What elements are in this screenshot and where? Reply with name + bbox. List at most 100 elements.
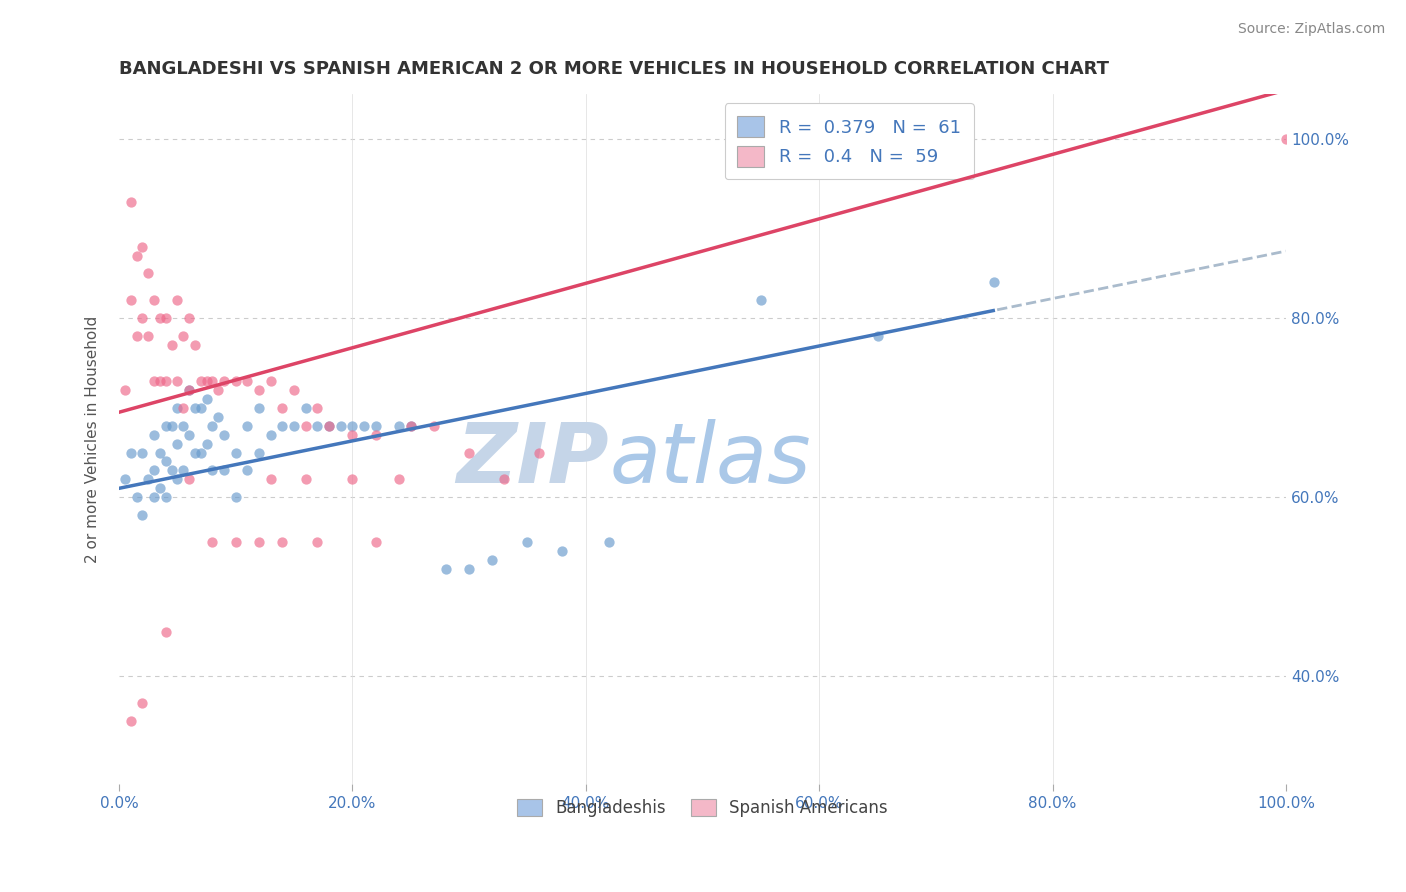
- Point: [307, 418, 329, 433]
- Point: [166, 436, 188, 450]
- Point: [177, 472, 200, 486]
- Point: [225, 490, 247, 504]
- Point: [190, 374, 212, 388]
- Point: [143, 293, 166, 308]
- Text: atlas: atlas: [609, 419, 811, 500]
- Point: [212, 427, 235, 442]
- Point: [177, 383, 200, 397]
- Point: [201, 374, 224, 388]
- Legend: Bangladeshis, Spanish Americans: Bangladeshis, Spanish Americans: [510, 792, 894, 823]
- Point: [190, 445, 212, 459]
- Point: [190, 401, 212, 415]
- Point: [236, 418, 259, 433]
- Point: [516, 535, 538, 549]
- Point: [318, 418, 340, 433]
- Text: BANGLADESHI VS SPANISH AMERICAN 2 OR MORE VEHICLES IN HOUSEHOLD CORRELATION CHAR: BANGLADESHI VS SPANISH AMERICAN 2 OR MOR…: [120, 60, 1109, 78]
- Point: [283, 418, 305, 433]
- Point: [494, 472, 516, 486]
- Point: [114, 383, 136, 397]
- Point: [388, 472, 411, 486]
- Point: [195, 436, 218, 450]
- Point: [177, 311, 200, 326]
- Point: [143, 463, 166, 477]
- Point: [207, 409, 229, 424]
- Point: [149, 481, 172, 495]
- Point: [983, 276, 1005, 290]
- Point: [155, 454, 177, 468]
- Point: [260, 374, 283, 388]
- Point: [184, 338, 207, 352]
- Point: [143, 490, 166, 504]
- Point: [172, 329, 194, 343]
- Point: [207, 383, 229, 397]
- Point: [131, 311, 153, 326]
- Point: [131, 696, 153, 710]
- Point: [120, 293, 142, 308]
- Point: [166, 374, 188, 388]
- Point: [155, 418, 177, 433]
- Point: [201, 535, 224, 549]
- Point: [177, 383, 200, 397]
- Point: [143, 427, 166, 442]
- Point: [201, 463, 224, 477]
- Point: [1275, 132, 1298, 146]
- Point: [364, 418, 387, 433]
- Point: [749, 293, 772, 308]
- Point: [271, 535, 294, 549]
- Point: [131, 508, 153, 523]
- Point: [166, 293, 188, 308]
- Y-axis label: 2 or more Vehicles in Household: 2 or more Vehicles in Household: [86, 316, 100, 563]
- Point: [143, 374, 166, 388]
- Point: [125, 249, 148, 263]
- Point: [131, 239, 153, 253]
- Point: [307, 401, 329, 415]
- Point: [458, 562, 481, 576]
- Point: [342, 427, 364, 442]
- Point: [434, 562, 457, 576]
- Point: [364, 535, 387, 549]
- Point: [136, 329, 159, 343]
- Point: [247, 383, 270, 397]
- Point: [201, 418, 224, 433]
- Point: [160, 338, 183, 352]
- Point: [342, 472, 364, 486]
- Point: [271, 401, 294, 415]
- Point: [294, 401, 316, 415]
- Point: [166, 401, 188, 415]
- Point: [120, 445, 142, 459]
- Point: [399, 418, 422, 433]
- Point: [212, 463, 235, 477]
- Point: [318, 418, 340, 433]
- Point: [423, 418, 446, 433]
- Point: [155, 311, 177, 326]
- Point: [247, 445, 270, 459]
- Point: [212, 374, 235, 388]
- Point: [149, 311, 172, 326]
- Point: [342, 418, 364, 433]
- Point: [551, 544, 574, 558]
- Point: [247, 535, 270, 549]
- Point: [160, 463, 183, 477]
- Point: [177, 427, 200, 442]
- Point: [481, 553, 503, 567]
- Point: [120, 714, 142, 728]
- Point: [149, 374, 172, 388]
- Point: [236, 463, 259, 477]
- Point: [307, 535, 329, 549]
- Point: [172, 418, 194, 433]
- Point: [329, 418, 352, 433]
- Point: [131, 445, 153, 459]
- Point: [271, 418, 294, 433]
- Point: [260, 472, 283, 486]
- Point: [225, 535, 247, 549]
- Point: [866, 329, 889, 343]
- Point: [353, 418, 375, 433]
- Point: [399, 418, 422, 433]
- Point: [125, 329, 148, 343]
- Point: [136, 267, 159, 281]
- Point: [458, 445, 481, 459]
- Point: [527, 445, 550, 459]
- Point: [184, 445, 207, 459]
- Point: [598, 535, 620, 549]
- Point: [283, 383, 305, 397]
